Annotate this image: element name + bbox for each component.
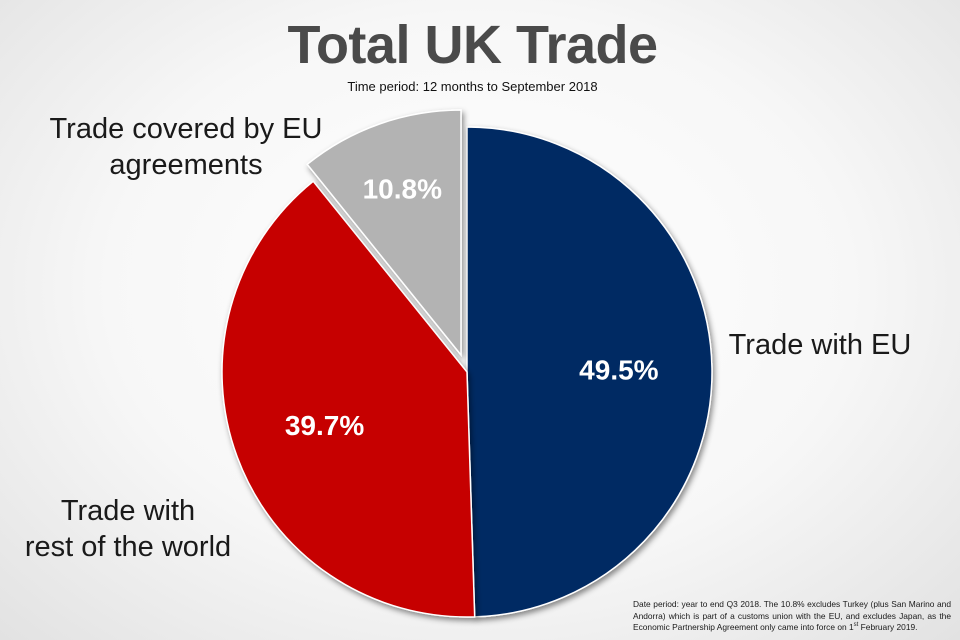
- category-label-trade-with-rest-of-the-world: Trade with rest of the world: [25, 495, 231, 563]
- value-label-trade-covered-by-eu-agreements: 10.8%: [363, 174, 442, 205]
- footnote-text: Date period: year to end Q3 2018. The 10…: [633, 599, 951, 633]
- footnote: Date period: year to end Q3 2018. The 10…: [633, 599, 951, 634]
- category-label-line: Trade with: [61, 495, 195, 527]
- category-label-trade-with-eu: Trade with EU: [729, 329, 912, 361]
- pie-slice-trade-with-rest-of-the-world: [221, 180, 476, 618]
- value-label-trade-with-rest-of-the-world: 39.7%: [285, 410, 364, 441]
- category-label-line: rest of the world: [25, 531, 231, 563]
- category-label-line: agreements: [109, 149, 262, 181]
- chart-subtitle: Time period: 12 months to September 2018: [347, 79, 598, 94]
- footnote-text-end: February 2019.: [858, 622, 918, 633]
- category-label-trade-covered-by-eu-agreements: Trade covered by EU agreements: [50, 113, 323, 181]
- footnote-superscript: st: [853, 622, 859, 629]
- category-label-line: Trade covered by EU: [50, 113, 323, 145]
- pie-slice-trade-with-eu: [466, 126, 713, 618]
- chart-title: Total UK Trade: [287, 15, 658, 75]
- value-label-trade-with-eu: 49.5%: [579, 355, 658, 386]
- category-label-line: Trade with EU: [729, 329, 912, 361]
- pie-slice-trade-covered-by-eu-agreements: [306, 109, 462, 358]
